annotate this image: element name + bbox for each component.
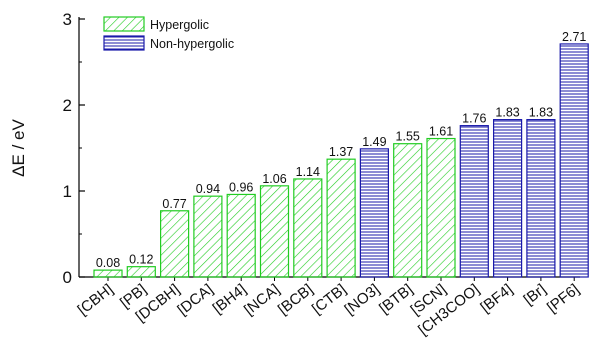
bar-value-label: 1.83 [495, 106, 519, 120]
bar-value-label: 1.76 [462, 112, 486, 126]
y-tick-label: 1 [63, 182, 72, 201]
bar [193, 195, 223, 278]
bar-value-label: 1.37 [329, 145, 353, 159]
bar [459, 125, 489, 278]
bar-value-label: 0.96 [229, 180, 253, 194]
category-label: [BTB] [376, 281, 416, 317]
category-label: [BF4] [477, 281, 516, 316]
bar [393, 143, 423, 278]
bar [326, 158, 356, 278]
bar-value-label: 0.12 [129, 253, 153, 267]
legend-swatch [103, 35, 145, 51]
y-axis-title: ΔE / eV [9, 119, 28, 177]
bar-value-label: 1.83 [529, 106, 553, 120]
bar [359, 148, 389, 278]
bar-value-label: 1.61 [429, 125, 453, 139]
bar-value-label: 1.06 [262, 172, 286, 186]
category-label: [PF6] [544, 281, 583, 316]
category-label: [NCA] [241, 281, 283, 319]
bar [160, 210, 190, 278]
bar [526, 119, 556, 278]
bar [493, 119, 523, 278]
bar [226, 193, 256, 278]
bar [293, 178, 323, 278]
bar-value-label: 1.55 [396, 130, 420, 144]
category-label: [NO3] [342, 281, 383, 319]
y-tick-label: 0 [63, 268, 72, 287]
bar [259, 185, 290, 278]
legend-label: Hypergolic [150, 18, 209, 32]
y-tick-label: 2 [63, 96, 72, 115]
bar-value-label: 0.08 [96, 256, 120, 270]
bar-value-label: 0.77 [162, 197, 186, 211]
bar-value-label: 0.94 [196, 182, 220, 196]
legend-swatch [103, 16, 145, 32]
bar [93, 269, 123, 278]
bar-value-label: 2.71 [562, 30, 586, 44]
category-label: [DCA] [174, 281, 216, 319]
category-label: [CBH] [74, 281, 116, 319]
bar [126, 266, 156, 278]
category-label: [CTB] [309, 281, 350, 318]
bar [426, 137, 456, 278]
y-tick-label: 3 [63, 10, 72, 29]
legend-label: Non-hypergolic [150, 37, 234, 51]
category-label: [BCB] [275, 281, 316, 319]
bar-value-label: 1.49 [362, 135, 386, 149]
bar-value-label: 1.14 [296, 165, 320, 179]
bar [559, 43, 589, 278]
category-label: [BH4] [210, 281, 250, 317]
